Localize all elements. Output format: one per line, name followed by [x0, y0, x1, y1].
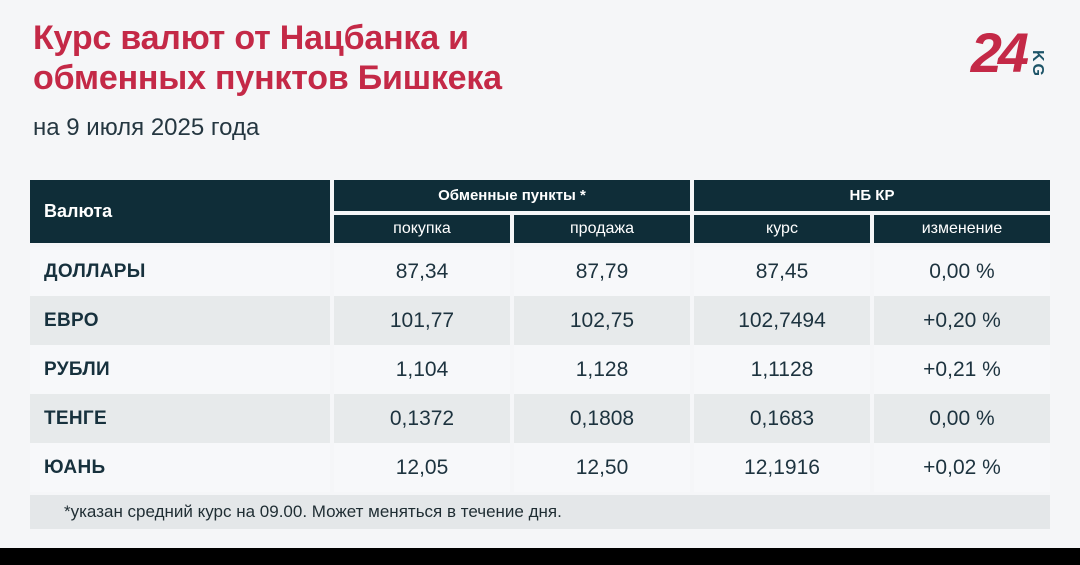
- rate-value: 1,1128: [694, 345, 870, 394]
- currency-rates-table: Валюта Обменные пункты * НБ КР покупка п…: [30, 180, 1050, 529]
- page-date: на 9 июля 2025 года: [33, 114, 260, 141]
- page-title: Курс валют от Нацбанка и обменных пункто…: [33, 19, 502, 97]
- column-header-rate: курс: [694, 215, 870, 243]
- column-group-exchange-points: Обменные пункты *: [334, 180, 690, 211]
- sell-value: 87,79: [514, 247, 690, 296]
- currency-name: ЮАНЬ: [30, 443, 330, 492]
- rate-value: 87,45: [694, 247, 870, 296]
- buy-value: 12,05: [334, 443, 510, 492]
- currency-name: РУБЛИ: [30, 345, 330, 394]
- rate-value: 102,7494: [694, 296, 870, 345]
- sell-value: 1,128: [514, 345, 690, 394]
- currency-name: ТЕНГЕ: [30, 394, 330, 443]
- table-header: Валюта Обменные пункты * НБ КР покупка п…: [30, 180, 1050, 243]
- sell-value: 102,75: [514, 296, 690, 345]
- change-value: 0,00 %: [874, 247, 1050, 296]
- bottom-black-bar: [0, 548, 1080, 565]
- table-footnote: *указан средний курс на 09.00. Может мен…: [30, 495, 1050, 529]
- column-header-buy: покупка: [334, 215, 510, 243]
- sell-value: 0,1808: [514, 394, 690, 443]
- column-header-sell: продажа: [514, 215, 690, 243]
- buy-value: 1,104: [334, 345, 510, 394]
- column-header-currency: Валюта: [30, 180, 330, 243]
- currency-name: ДОЛЛАРЫ: [30, 247, 330, 296]
- sell-value: 12,50: [514, 443, 690, 492]
- column-group-nbkr: НБ КР: [694, 180, 1050, 211]
- change-value: +0,02 %: [874, 443, 1050, 492]
- rate-value: 0,1683: [694, 394, 870, 443]
- change-value: +0,20 %: [874, 296, 1050, 345]
- logo-kg-icon: KG: [1029, 50, 1046, 79]
- rate-value: 12,1916: [694, 443, 870, 492]
- change-value: 0,00 %: [874, 394, 1050, 443]
- buy-value: 101,77: [334, 296, 510, 345]
- currency-name: ЕВРО: [30, 296, 330, 345]
- column-header-change: изменение: [874, 215, 1050, 243]
- 24kg-logo: 24 KG: [970, 21, 1046, 84]
- logo-24-icon: 24: [970, 21, 1029, 84]
- change-value: +0,21 %: [874, 345, 1050, 394]
- buy-value: 0,1372: [334, 394, 510, 443]
- buy-value: 87,34: [334, 247, 510, 296]
- table-body: ДОЛЛАРЫ 87,34 87,79 87,45 0,00 % ЕВРО 10…: [30, 247, 1050, 492]
